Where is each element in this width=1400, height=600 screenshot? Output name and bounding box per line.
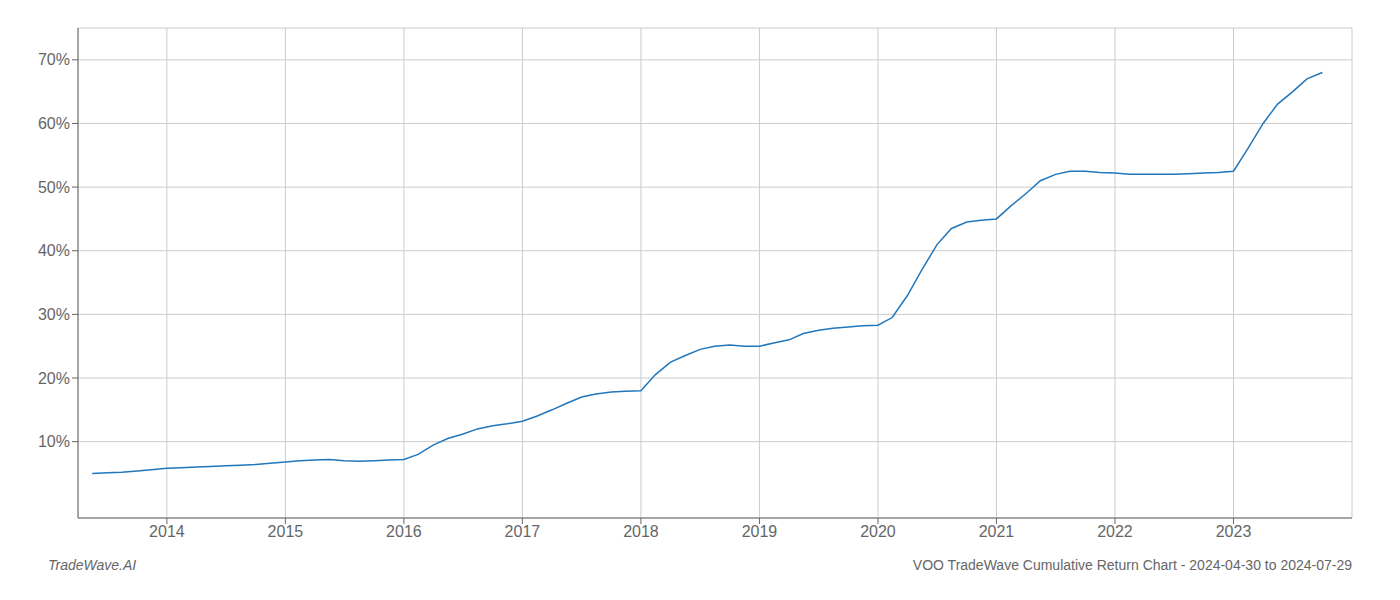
svg-text:2022: 2022 (1097, 523, 1133, 540)
svg-text:2020: 2020 (860, 523, 896, 540)
svg-text:30%: 30% (38, 306, 70, 323)
svg-text:2017: 2017 (505, 523, 541, 540)
svg-text:50%: 50% (38, 179, 70, 196)
svg-text:2014: 2014 (149, 523, 185, 540)
svg-text:2021: 2021 (979, 523, 1015, 540)
svg-text:70%: 70% (38, 51, 70, 68)
svg-text:2015: 2015 (268, 523, 304, 540)
svg-text:20%: 20% (38, 370, 70, 387)
svg-text:2019: 2019 (742, 523, 778, 540)
html-text:TradeWave.AI: TradeWave.AI (48, 557, 137, 573)
svg-text:40%: 40% (38, 242, 70, 259)
html-text:VOO TradeWave Cumulative Retur: VOO TradeWave Cumulative Return Chart - … (912, 557, 1352, 573)
svg-text:60%: 60% (38, 115, 70, 132)
svg-text:10%: 10% (38, 433, 70, 450)
svg-text:2023: 2023 (1216, 523, 1252, 540)
svg-text:2018: 2018 (623, 523, 659, 540)
svg-text:2016: 2016 (386, 523, 422, 540)
